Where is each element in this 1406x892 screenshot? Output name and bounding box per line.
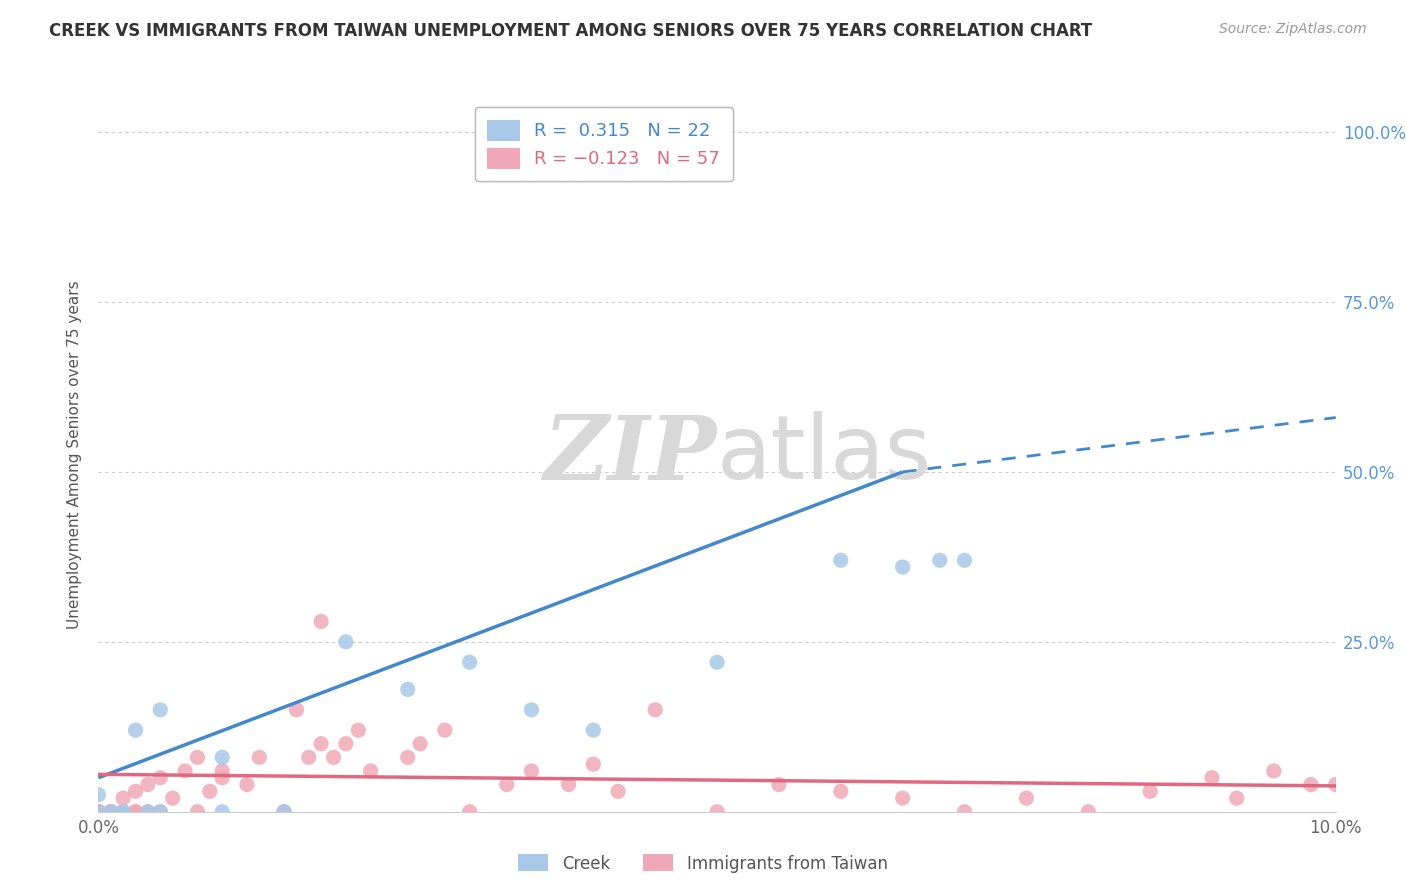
Point bbox=[236, 778, 259, 792]
Point bbox=[149, 771, 172, 785]
Point bbox=[186, 750, 208, 764]
Point bbox=[953, 553, 976, 567]
Point bbox=[298, 750, 321, 764]
Text: Source: ZipAtlas.com: Source: ZipAtlas.com bbox=[1219, 22, 1367, 37]
Y-axis label: Unemployment Among Seniors over 75 years: Unemployment Among Seniors over 75 years bbox=[67, 281, 83, 629]
Point bbox=[211, 750, 233, 764]
Point bbox=[520, 703, 543, 717]
Point bbox=[87, 788, 110, 802]
Point bbox=[112, 791, 135, 805]
Point bbox=[557, 778, 579, 792]
Point bbox=[87, 805, 110, 819]
Point bbox=[1015, 791, 1038, 805]
Point bbox=[211, 805, 233, 819]
Point bbox=[891, 791, 914, 805]
Point bbox=[124, 723, 146, 738]
Text: atlas: atlas bbox=[717, 411, 932, 499]
Text: CREEK VS IMMIGRANTS FROM TAIWAN UNEMPLOYMENT AMONG SENIORS OVER 75 YEARS CORRELA: CREEK VS IMMIGRANTS FROM TAIWAN UNEMPLOY… bbox=[49, 22, 1092, 40]
Point bbox=[335, 737, 357, 751]
Point bbox=[409, 737, 432, 751]
Point bbox=[149, 805, 172, 819]
Point bbox=[582, 757, 605, 772]
Point bbox=[1299, 778, 1322, 792]
Point bbox=[1077, 805, 1099, 819]
Point bbox=[768, 778, 790, 792]
Point bbox=[335, 635, 357, 649]
Point bbox=[396, 750, 419, 764]
Point bbox=[706, 805, 728, 819]
Point bbox=[1226, 791, 1249, 805]
Point bbox=[928, 553, 950, 567]
Point bbox=[124, 805, 146, 819]
Point bbox=[211, 764, 233, 778]
Point bbox=[458, 655, 481, 669]
Point bbox=[112, 805, 135, 819]
Point bbox=[520, 764, 543, 778]
Point bbox=[87, 805, 110, 819]
Point bbox=[136, 778, 159, 792]
Point bbox=[186, 805, 208, 819]
Point bbox=[322, 750, 344, 764]
Point bbox=[1263, 764, 1285, 778]
Point bbox=[87, 805, 110, 819]
Legend: R =  0.315   N = 22, R = −0.123   N = 57: R = 0.315 N = 22, R = −0.123 N = 57 bbox=[475, 107, 733, 181]
Point bbox=[273, 805, 295, 819]
Point bbox=[211, 771, 233, 785]
Point bbox=[582, 723, 605, 738]
Point bbox=[273, 805, 295, 819]
Point bbox=[830, 784, 852, 798]
Point bbox=[100, 805, 122, 819]
Point bbox=[1324, 778, 1347, 792]
Point bbox=[1139, 784, 1161, 798]
Point bbox=[607, 784, 630, 798]
Point bbox=[87, 805, 110, 819]
Point bbox=[124, 805, 146, 819]
Point bbox=[124, 784, 146, 798]
Point bbox=[174, 764, 197, 778]
Point bbox=[87, 805, 110, 819]
Point bbox=[396, 682, 419, 697]
Point bbox=[112, 805, 135, 819]
Point bbox=[285, 703, 308, 717]
Point bbox=[309, 615, 332, 629]
Point bbox=[198, 784, 221, 798]
Point bbox=[458, 805, 481, 819]
Point bbox=[1201, 771, 1223, 785]
Point bbox=[433, 723, 456, 738]
Point bbox=[149, 703, 172, 717]
Point bbox=[830, 553, 852, 567]
Point bbox=[347, 723, 370, 738]
Point bbox=[953, 805, 976, 819]
Point bbox=[100, 805, 122, 819]
Point bbox=[309, 737, 332, 751]
Text: ZIP: ZIP bbox=[544, 412, 717, 498]
Legend: Creek, Immigrants from Taiwan: Creek, Immigrants from Taiwan bbox=[512, 847, 894, 880]
Point bbox=[360, 764, 382, 778]
Point bbox=[112, 805, 135, 819]
Point bbox=[644, 703, 666, 717]
Point bbox=[136, 805, 159, 819]
Point bbox=[495, 778, 517, 792]
Point bbox=[136, 805, 159, 819]
Point bbox=[706, 655, 728, 669]
Point bbox=[149, 805, 172, 819]
Point bbox=[162, 791, 184, 805]
Point bbox=[891, 560, 914, 574]
Point bbox=[112, 805, 135, 819]
Point bbox=[247, 750, 270, 764]
Point bbox=[100, 805, 122, 819]
